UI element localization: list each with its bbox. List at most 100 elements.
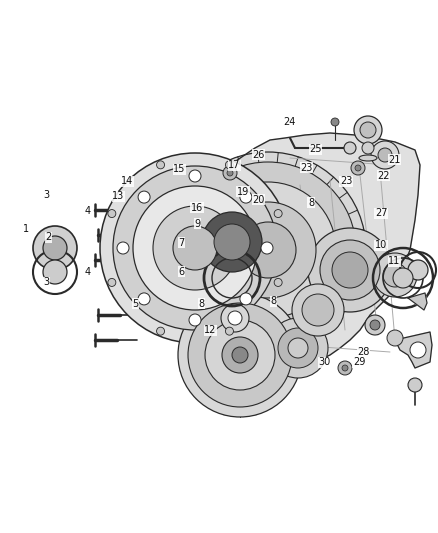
Text: 5: 5 (133, 299, 139, 309)
Polygon shape (408, 293, 427, 310)
Circle shape (117, 242, 129, 254)
Circle shape (354, 116, 382, 144)
Circle shape (344, 142, 356, 154)
Text: 4: 4 (85, 206, 91, 215)
Circle shape (202, 212, 262, 272)
Circle shape (302, 294, 334, 326)
Text: 24: 24 (283, 117, 295, 126)
Circle shape (113, 166, 277, 330)
Circle shape (214, 224, 250, 260)
Text: 10: 10 (375, 240, 387, 250)
Circle shape (108, 209, 116, 217)
Circle shape (261, 242, 273, 254)
Text: 6: 6 (179, 267, 185, 277)
Text: 23: 23 (340, 176, 352, 186)
Circle shape (43, 236, 67, 260)
Text: 4: 4 (85, 267, 91, 277)
Text: 19: 19 (237, 187, 249, 197)
Circle shape (223, 166, 237, 180)
Text: 8: 8 (308, 198, 314, 207)
Circle shape (274, 209, 282, 217)
Text: 29: 29 (353, 358, 365, 367)
Circle shape (220, 202, 316, 298)
Polygon shape (222, 133, 420, 368)
Circle shape (178, 293, 302, 417)
Text: 3: 3 (43, 190, 49, 199)
Text: 13: 13 (112, 191, 124, 201)
Circle shape (240, 293, 252, 305)
Circle shape (226, 327, 233, 335)
Circle shape (408, 378, 422, 392)
Text: 30: 30 (318, 358, 330, 367)
Circle shape (320, 240, 380, 300)
Circle shape (331, 118, 339, 126)
Ellipse shape (359, 155, 377, 161)
Circle shape (156, 161, 165, 169)
Circle shape (360, 122, 376, 138)
Circle shape (188, 303, 292, 407)
Text: 2: 2 (45, 232, 51, 242)
Circle shape (153, 206, 237, 290)
Circle shape (240, 191, 252, 203)
Circle shape (189, 314, 201, 326)
Circle shape (351, 161, 365, 175)
Circle shape (373, 253, 417, 297)
Circle shape (228, 311, 242, 325)
Circle shape (138, 293, 150, 305)
Circle shape (292, 284, 344, 336)
Circle shape (378, 148, 392, 162)
Polygon shape (395, 332, 432, 368)
Circle shape (387, 330, 403, 346)
Circle shape (173, 226, 217, 270)
Text: 28: 28 (357, 347, 370, 357)
Circle shape (222, 337, 258, 373)
Text: 15: 15 (173, 165, 186, 174)
Circle shape (240, 222, 296, 278)
Text: 14: 14 (121, 176, 133, 186)
Circle shape (227, 170, 233, 176)
Circle shape (156, 327, 165, 335)
Circle shape (355, 165, 361, 171)
Circle shape (232, 347, 248, 363)
Circle shape (393, 268, 413, 288)
Circle shape (226, 161, 233, 169)
Text: 21: 21 (388, 155, 400, 165)
Circle shape (170, 152, 366, 348)
Circle shape (205, 320, 275, 390)
Text: 25: 25 (309, 144, 321, 154)
Circle shape (200, 182, 336, 318)
Circle shape (383, 263, 407, 287)
Circle shape (133, 186, 257, 310)
Text: 8: 8 (271, 296, 277, 306)
Text: 23: 23 (300, 163, 313, 173)
Circle shape (370, 320, 380, 330)
Circle shape (308, 228, 392, 312)
Text: 16: 16 (191, 203, 203, 213)
Circle shape (221, 304, 249, 332)
Circle shape (408, 260, 428, 280)
Text: 22: 22 (377, 171, 389, 181)
Text: 3: 3 (43, 278, 49, 287)
Circle shape (33, 226, 77, 270)
Text: 8: 8 (198, 299, 205, 309)
Circle shape (338, 361, 352, 375)
Circle shape (138, 191, 150, 203)
Text: 1: 1 (23, 224, 29, 234)
Circle shape (268, 318, 328, 378)
Text: 20: 20 (252, 195, 265, 205)
Text: 12: 12 (204, 326, 216, 335)
Text: 17: 17 (228, 160, 240, 170)
Circle shape (278, 328, 318, 368)
Circle shape (100, 153, 290, 343)
Circle shape (332, 252, 368, 288)
Text: 9: 9 (194, 219, 200, 229)
Circle shape (410, 342, 426, 358)
Text: 26: 26 (252, 150, 265, 159)
Circle shape (189, 170, 201, 182)
Circle shape (43, 260, 67, 284)
Circle shape (288, 338, 308, 358)
Circle shape (342, 365, 348, 371)
Circle shape (371, 141, 399, 169)
Circle shape (108, 278, 116, 286)
Circle shape (180, 162, 356, 338)
